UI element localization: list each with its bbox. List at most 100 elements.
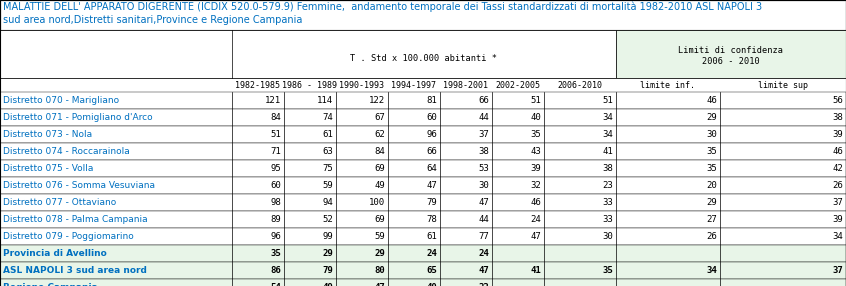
Text: 89: 89	[270, 215, 281, 224]
Text: Distretto 070 - Marigliano: Distretto 070 - Marigliano	[3, 96, 119, 105]
Bar	[0, 194, 846, 211]
Text: limite inf.: limite inf.	[640, 80, 695, 90]
Bar	[0, 279, 846, 286]
Text: 74: 74	[322, 113, 333, 122]
Text: 96: 96	[270, 232, 281, 241]
Text: 44: 44	[478, 215, 489, 224]
Text: 24: 24	[478, 249, 489, 258]
Text: 84: 84	[270, 113, 281, 122]
Text: 2002-2005: 2002-2005	[496, 80, 541, 90]
Text: 39: 39	[530, 164, 541, 173]
Text: 59: 59	[374, 232, 385, 241]
Text: 96: 96	[426, 130, 437, 139]
Text: 59: 59	[322, 181, 333, 190]
Text: 69: 69	[374, 164, 385, 173]
Text: 47: 47	[426, 181, 437, 190]
Text: 38: 38	[832, 113, 843, 122]
Text: T . Std x 100.000 abitanti *: T . Std x 100.000 abitanti *	[350, 54, 497, 63]
Text: 35: 35	[602, 266, 613, 275]
Text: Limiti di confidenza
2006 - 2010: Limiti di confidenza 2006 - 2010	[678, 46, 783, 66]
Text: 42: 42	[832, 164, 843, 173]
Text: 2006-2010: 2006-2010	[558, 80, 602, 90]
Text: 78: 78	[426, 215, 437, 224]
Text: 77: 77	[478, 232, 489, 241]
Text: 23: 23	[602, 181, 613, 190]
Text: 65: 65	[426, 266, 437, 275]
Text: 121: 121	[265, 96, 281, 105]
Text: 24: 24	[426, 249, 437, 258]
Text: 37: 37	[832, 198, 843, 207]
Text: 51: 51	[270, 130, 281, 139]
Bar	[0, 211, 846, 228]
Text: 75: 75	[322, 164, 333, 173]
Text: 34: 34	[602, 113, 613, 122]
Text: 34: 34	[706, 266, 717, 275]
Text: 79: 79	[322, 266, 333, 275]
Text: Distretto 075 - Volla: Distretto 075 - Volla	[3, 164, 93, 173]
Text: 29: 29	[706, 198, 717, 207]
Text: Distretto 073 - Nola: Distretto 073 - Nola	[3, 130, 92, 139]
Text: 49: 49	[374, 181, 385, 190]
Text: 38: 38	[478, 147, 489, 156]
Text: 51: 51	[602, 96, 613, 105]
Text: 26: 26	[832, 181, 843, 190]
Text: 122: 122	[369, 96, 385, 105]
Text: 40: 40	[426, 283, 437, 286]
Bar	[0, 0, 846, 30]
Text: 35: 35	[706, 164, 717, 173]
Text: 41: 41	[602, 147, 613, 156]
Text: 46: 46	[530, 198, 541, 207]
Text: 35: 35	[270, 249, 281, 258]
Text: 53: 53	[478, 164, 489, 173]
Text: 84: 84	[374, 147, 385, 156]
Text: 32: 32	[530, 181, 541, 190]
Text: 114: 114	[317, 96, 333, 105]
Text: 35: 35	[530, 130, 541, 139]
Text: 33: 33	[478, 283, 489, 286]
Text: Regione Campania: Regione Campania	[3, 283, 98, 286]
Text: 30: 30	[602, 232, 613, 241]
Text: 41: 41	[530, 266, 541, 275]
Text: 66: 66	[478, 96, 489, 105]
Text: 61: 61	[322, 130, 333, 139]
Text: 38: 38	[602, 164, 613, 173]
Text: Distretto 078 - Palma Campania: Distretto 078 - Palma Campania	[3, 215, 147, 224]
Text: 46: 46	[706, 96, 717, 105]
Text: 39: 39	[832, 130, 843, 139]
Text: 27: 27	[706, 215, 717, 224]
Text: 60: 60	[426, 113, 437, 122]
Text: 33: 33	[602, 215, 613, 224]
Text: 80: 80	[374, 266, 385, 275]
Text: Distretto 079 - Poggiomarino: Distretto 079 - Poggiomarino	[3, 232, 134, 241]
Text: 37: 37	[478, 130, 489, 139]
Text: 34: 34	[602, 130, 613, 139]
Text: Distretto 074 - Roccarainola: Distretto 074 - Roccarainola	[3, 147, 129, 156]
Text: 39: 39	[832, 215, 843, 224]
Text: 20: 20	[706, 181, 717, 190]
Bar	[616, 30, 846, 78]
Text: 67: 67	[374, 113, 385, 122]
Text: 30: 30	[706, 130, 717, 139]
Text: 60: 60	[270, 181, 281, 190]
Text: 33: 33	[602, 198, 613, 207]
Text: 99: 99	[322, 232, 333, 241]
Text: 46: 46	[832, 147, 843, 156]
Text: 54: 54	[270, 283, 281, 286]
Text: 1982-1985: 1982-1985	[235, 80, 281, 90]
Text: 61: 61	[426, 232, 437, 241]
Text: 95: 95	[270, 164, 281, 173]
Text: 40: 40	[530, 113, 541, 122]
Text: 100: 100	[369, 198, 385, 207]
Text: 63: 63	[322, 147, 333, 156]
Text: 52: 52	[322, 215, 333, 224]
Text: 1990-1993: 1990-1993	[339, 80, 384, 90]
Text: Distretto 077 - Ottaviano: Distretto 077 - Ottaviano	[3, 198, 116, 207]
Text: 47: 47	[530, 232, 541, 241]
Text: 71: 71	[270, 147, 281, 156]
Bar	[0, 126, 846, 143]
Bar	[0, 109, 846, 126]
Text: 47: 47	[478, 266, 489, 275]
Text: Distretto 076 - Somma Vesuviana: Distretto 076 - Somma Vesuviana	[3, 181, 155, 190]
Text: 62: 62	[374, 130, 385, 139]
Text: 94: 94	[322, 198, 333, 207]
